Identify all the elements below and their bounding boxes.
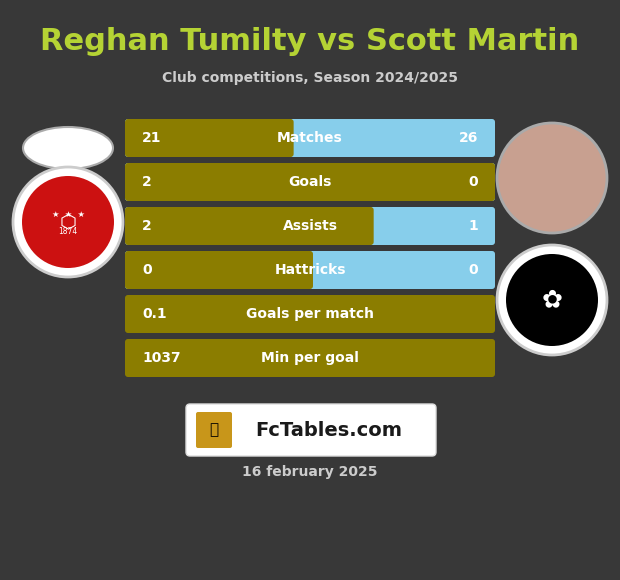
Text: ✿: ✿ bbox=[541, 288, 562, 312]
Text: 0: 0 bbox=[468, 263, 478, 277]
Text: Hattricks: Hattricks bbox=[274, 263, 346, 277]
Text: 0.1: 0.1 bbox=[142, 307, 167, 321]
Text: 21: 21 bbox=[142, 131, 161, 145]
Text: 1: 1 bbox=[468, 219, 478, 233]
Text: Reghan Tumilty vs Scott Martin: Reghan Tumilty vs Scott Martin bbox=[40, 27, 580, 56]
FancyBboxPatch shape bbox=[125, 163, 495, 201]
Text: Goals per match: Goals per match bbox=[246, 307, 374, 321]
FancyBboxPatch shape bbox=[125, 295, 495, 333]
Text: Min per goal: Min per goal bbox=[261, 351, 359, 365]
Circle shape bbox=[13, 167, 123, 277]
Circle shape bbox=[22, 176, 114, 268]
Text: 📊: 📊 bbox=[210, 422, 219, 437]
Text: 1037: 1037 bbox=[142, 351, 180, 365]
Circle shape bbox=[506, 254, 598, 346]
Text: Goals: Goals bbox=[288, 175, 332, 189]
Text: 1874: 1874 bbox=[58, 227, 78, 237]
Text: Club competitions, Season 2024/2025: Club competitions, Season 2024/2025 bbox=[162, 71, 458, 85]
Bar bbox=[281, 125, 291, 151]
Bar bbox=[361, 213, 371, 239]
Ellipse shape bbox=[23, 127, 113, 169]
FancyBboxPatch shape bbox=[125, 207, 495, 245]
Circle shape bbox=[497, 245, 607, 355]
FancyBboxPatch shape bbox=[125, 339, 495, 377]
Bar bbox=[300, 257, 310, 283]
Circle shape bbox=[497, 123, 607, 233]
Text: 2: 2 bbox=[142, 175, 152, 189]
FancyBboxPatch shape bbox=[125, 207, 374, 245]
Text: Matches: Matches bbox=[277, 131, 343, 145]
FancyBboxPatch shape bbox=[125, 163, 495, 201]
Text: 16 february 2025: 16 february 2025 bbox=[242, 465, 378, 479]
Text: ⬡: ⬡ bbox=[60, 212, 76, 231]
Text: 0: 0 bbox=[142, 263, 152, 277]
Text: 26: 26 bbox=[459, 131, 478, 145]
Text: 2: 2 bbox=[142, 219, 152, 233]
FancyBboxPatch shape bbox=[125, 119, 294, 157]
Text: 0: 0 bbox=[468, 175, 478, 189]
FancyBboxPatch shape bbox=[186, 404, 436, 456]
Text: FcTables.com: FcTables.com bbox=[255, 420, 402, 440]
Text: ★  ★  ★: ★ ★ ★ bbox=[51, 209, 84, 219]
FancyBboxPatch shape bbox=[196, 412, 232, 448]
FancyBboxPatch shape bbox=[125, 119, 495, 157]
Text: Assists: Assists bbox=[283, 219, 337, 233]
FancyBboxPatch shape bbox=[125, 251, 495, 289]
FancyBboxPatch shape bbox=[125, 251, 313, 289]
